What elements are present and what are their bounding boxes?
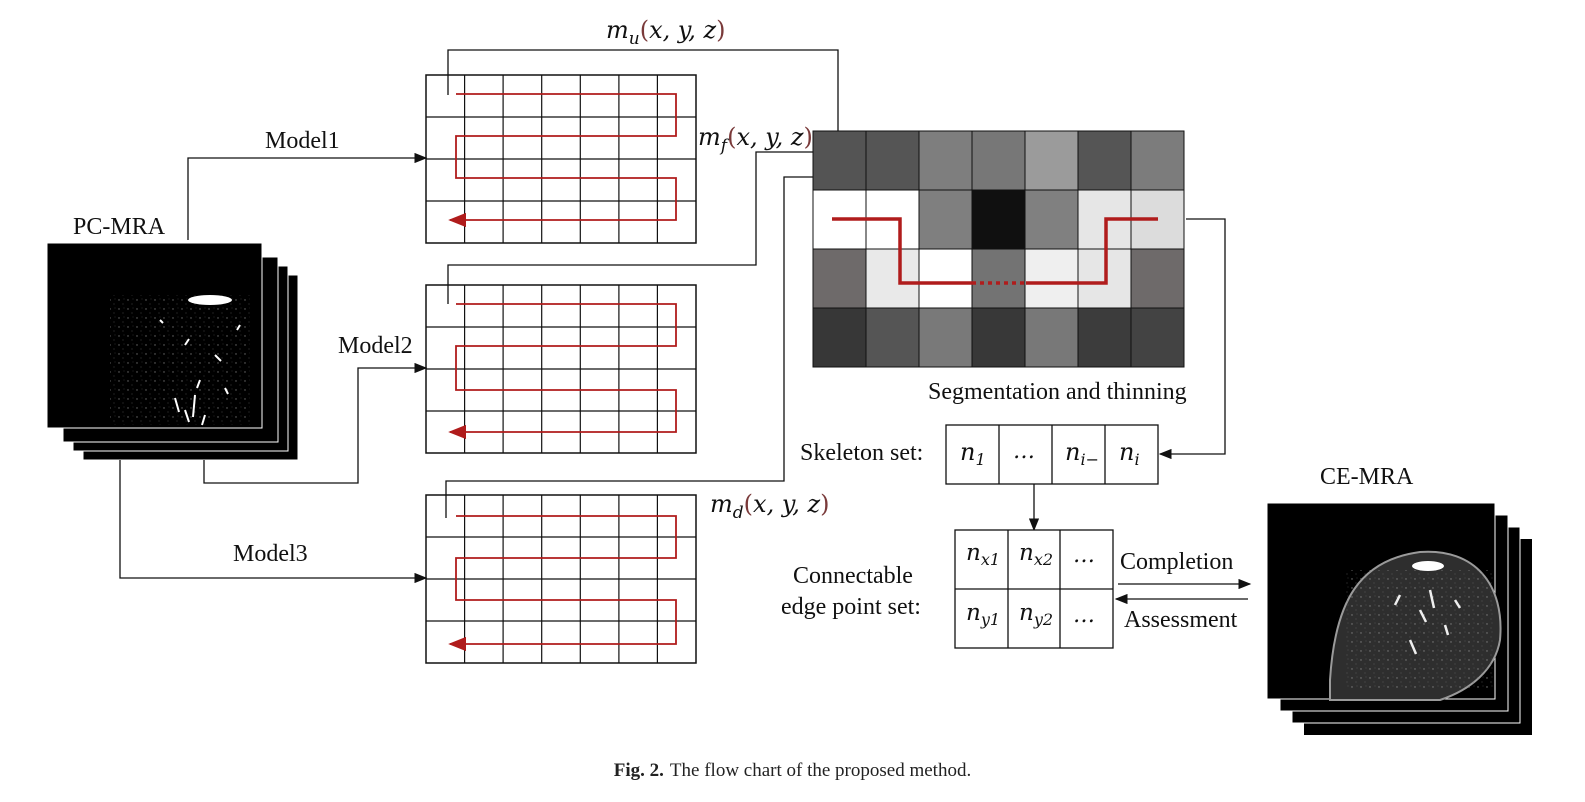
segmentation-red-path	[832, 217, 1158, 285]
seg-grid-cell	[1077, 130, 1132, 191]
connectable-label-line2: edge point set:	[781, 594, 921, 620]
segmentation-grid	[812, 130, 1185, 368]
flowchart-figure: PC-MRA CE-MRA	[46, 16, 1532, 735]
seg-grid-cell	[918, 130, 973, 191]
seg-grid-cell	[971, 130, 1026, 191]
seg-grid-cell	[918, 189, 973, 250]
seg-to-skeleton-arrow	[1158, 218, 1226, 460]
assessment-label: Assessment	[1124, 607, 1238, 633]
skeleton-set-table	[945, 424, 1159, 485]
seg-grid-cell	[812, 248, 867, 309]
edge-cell-r2c1: ny1	[966, 600, 1000, 629]
skeleton-cell-1: n1	[960, 438, 986, 469]
seg-grid-cell	[1024, 248, 1079, 309]
edge-cell-r2c3: …	[1073, 603, 1095, 628]
caption-prefix: Fig. 2.	[613, 760, 664, 781]
mf-label: mf(x, y, z)	[698, 123, 813, 156]
edge-cell-r1c3: …	[1073, 543, 1095, 568]
seg-grid-cell	[971, 189, 1026, 250]
edge-cell-r1c2: nx2	[1019, 540, 1053, 569]
skeleton-set-label: Skeleton set:	[800, 440, 923, 466]
mu-label: mu(x, y, z)	[606, 16, 726, 49]
segmentation-label: Segmentation and thinning	[928, 379, 1187, 405]
seg-grid-cell	[971, 307, 1026, 368]
edge-point-set-table	[954, 529, 1114, 649]
scan-path-3	[448, 515, 677, 652]
seg-grid-cell	[971, 248, 1026, 309]
edge-cell-r1c1: nx1	[966, 540, 1000, 569]
seg-grid-cell	[1024, 307, 1079, 368]
seg-grid-cell	[1077, 307, 1132, 368]
seg-grid-cell	[918, 307, 973, 368]
mu-arrow	[447, 49, 844, 160]
pc-mra-label: PC-MRA	[73, 214, 166, 240]
model3-label: Model3	[233, 541, 308, 567]
mf-arrow	[447, 146, 834, 304]
seg-grid-cell	[865, 307, 920, 368]
scan-path-1	[448, 93, 677, 228]
md-label: md(x, y, z)	[710, 490, 829, 523]
seg-grid-cell	[812, 130, 867, 191]
md-arrow	[445, 171, 834, 518]
seg-grid-cell	[1130, 130, 1185, 191]
ce-mra-label: CE-MRA	[1320, 464, 1414, 490]
seg-grid-cell	[1024, 130, 1079, 191]
model1-label: Model1	[265, 128, 340, 154]
seg-grid-cell	[1130, 248, 1185, 309]
model2-grid	[425, 284, 697, 454]
model1-arrow	[187, 152, 428, 240]
model3-arrow	[119, 460, 428, 584]
ce-mra-image-stack	[1266, 502, 1532, 735]
skeleton-cell-3: ni−	[1065, 438, 1099, 469]
seg-grid-cell	[812, 307, 867, 368]
model2-arrow	[203, 362, 428, 484]
seg-grid-cell	[865, 130, 920, 191]
seg-grid-cell	[865, 248, 920, 309]
skeleton-cell-2: …	[1013, 439, 1035, 464]
pc-mra-image-stack	[46, 242, 299, 461]
figure-caption: Fig. 2. The flow chart of the proposed me…	[0, 760, 1585, 782]
model3-grid	[425, 494, 697, 664]
completion-label: Completion	[1120, 549, 1233, 575]
scan-path-2	[448, 303, 677, 440]
seg-grid-cell	[1130, 307, 1185, 368]
seg-grid-cell	[1024, 189, 1079, 250]
caption-text: The flow chart of the proposed method.	[669, 760, 972, 781]
model2-label: Model2	[338, 333, 413, 359]
skeleton-cell-4: ni	[1119, 438, 1140, 469]
connectable-label-line1: Connectable	[793, 563, 913, 589]
edge-cell-r2c2: ny2	[1019, 600, 1053, 629]
model1-grid	[425, 74, 697, 244]
seg-grid-cell	[918, 248, 973, 309]
